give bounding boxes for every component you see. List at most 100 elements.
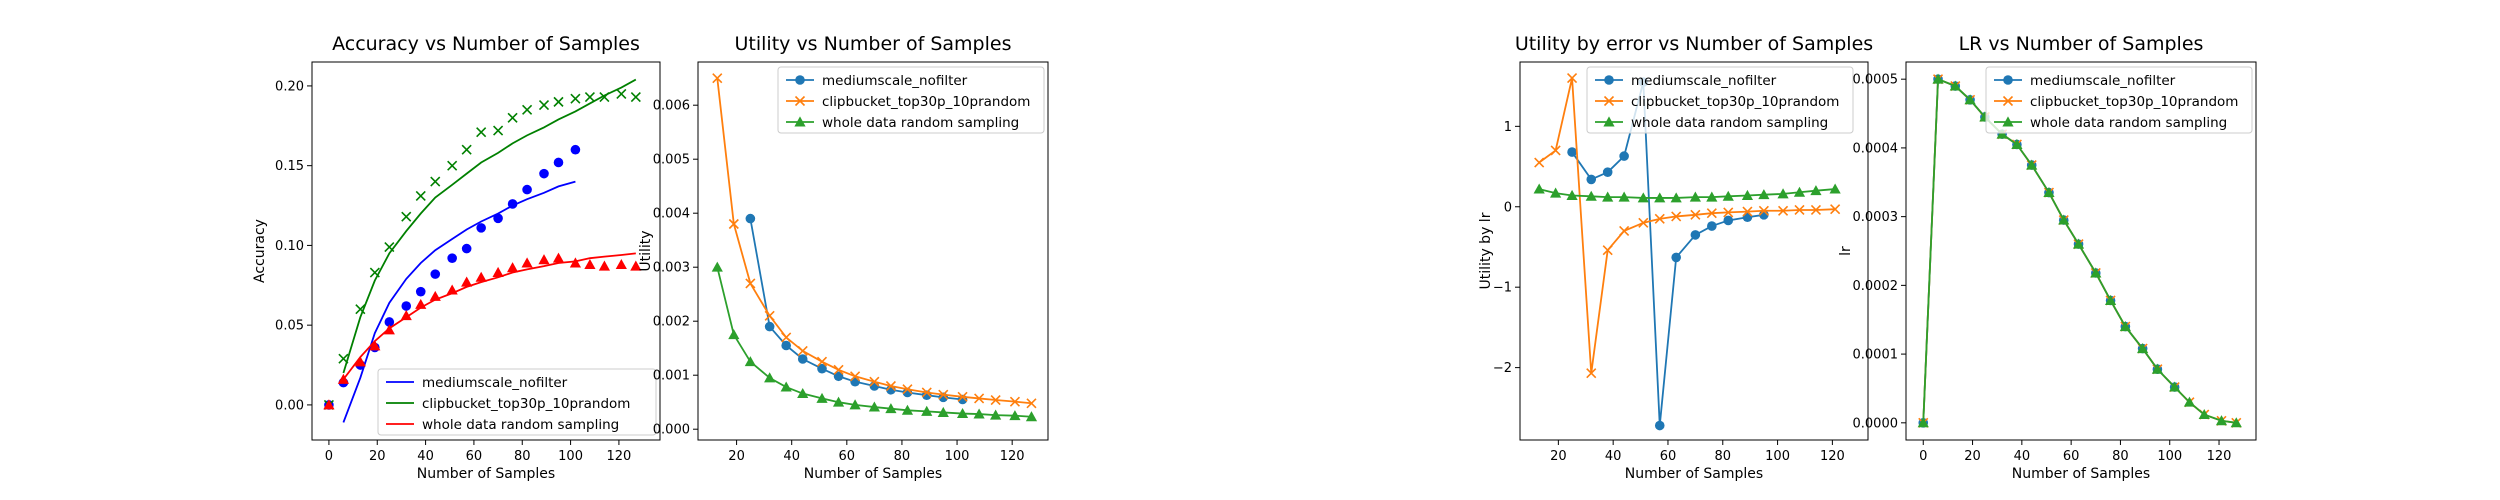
data-point — [1550, 187, 1562, 198]
data-point — [764, 372, 776, 383]
data-point — [447, 160, 458, 171]
data-point — [921, 405, 933, 416]
data-point — [937, 406, 949, 417]
data-point — [630, 260, 642, 271]
axes-frame — [1905, 61, 2257, 441]
legend-marker — [1604, 75, 1614, 85]
legend-label: clipbucket_top30p_10prandom — [1631, 94, 1839, 110]
legend-item: clipbucket_top30p_10prandom — [786, 94, 1030, 110]
data-point — [2104, 294, 2117, 305]
data-point — [1917, 417, 1929, 428]
data-point — [506, 262, 519, 273]
data-point — [833, 364, 844, 375]
data-point — [447, 253, 457, 263]
x-tick-label: 20 — [728, 449, 745, 464]
x-tick-label: 120 — [2207, 449, 2232, 464]
data-point — [711, 261, 723, 272]
data-point — [616, 88, 627, 99]
data-point — [430, 269, 441, 279]
data-point — [797, 345, 808, 356]
legend-label: clipbucket_top30p_10prandom — [822, 94, 1030, 110]
data-point — [570, 93, 581, 104]
data-point — [885, 403, 897, 414]
y-tick-label: 0.003 — [653, 261, 690, 276]
legend-item: whole data random sampling — [786, 115, 1019, 131]
legend: mediumscale_nofilter clipbucket_top30p_10… — [777, 66, 1045, 134]
data-point — [1025, 411, 1038, 422]
y-tick-label: 0.05 — [275, 319, 304, 334]
data-point — [744, 356, 756, 367]
data-point — [2230, 417, 2242, 428]
x-tick-label: 40 — [2014, 449, 2031, 464]
data-point — [475, 271, 487, 282]
data-point — [461, 243, 472, 254]
data-point — [383, 324, 395, 335]
data-point — [1586, 174, 1597, 185]
data-point — [401, 301, 412, 311]
data-point — [430, 176, 441, 187]
data-point — [990, 409, 1002, 420]
series-whole data random sampling — [1917, 73, 2242, 428]
data-point — [1026, 398, 1037, 409]
x-axis-label: Number of Samples — [804, 466, 942, 482]
x-tick-label: 100 — [558, 449, 583, 464]
legend-label: mediumscale_nofilter — [422, 375, 568, 391]
x-tick-label: 0 — [1919, 449, 1927, 464]
data-point — [1671, 252, 1681, 263]
x-tick-label: 60 — [839, 449, 856, 464]
data-point — [2151, 363, 2164, 374]
data-point — [1829, 183, 1841, 194]
series-clipbucket_top30p_10prandom — [1534, 73, 1841, 379]
data-point — [869, 376, 880, 387]
data-point — [1777, 205, 1789, 216]
data-point — [521, 257, 533, 268]
y-axis-label: Utility — [638, 230, 654, 271]
data-point — [728, 218, 739, 230]
legend-item: mediumscale_nofilter — [1595, 73, 1777, 89]
y-tick-label: −2 — [1493, 361, 1512, 376]
x-tick-label: 60 — [2063, 449, 2080, 464]
data-point — [1670, 192, 1682, 203]
data-point — [902, 384, 913, 395]
y-tick-label: 0.00 — [275, 398, 304, 413]
data-point — [337, 373, 350, 384]
data-point — [1949, 80, 1961, 91]
data-point — [1586, 368, 1597, 379]
data-point — [369, 267, 380, 278]
legend-item: mediumscale_nofilter — [386, 375, 568, 391]
data-point — [1810, 185, 1822, 196]
series-line — [1571, 81, 1765, 426]
data-point — [990, 394, 1001, 406]
data-point — [745, 278, 756, 289]
legend: mediumscale_nofilter clipbucket_top30p_10… — [1586, 66, 1854, 134]
data-point — [2058, 214, 2070, 225]
legend-item: whole data random sampling — [386, 417, 619, 433]
data-point — [553, 96, 564, 107]
chart-panel-2: Utility vs Number of Samples 20 40 60 80 100 1… — [638, 33, 1049, 482]
x-tick-label: 20 — [1964, 449, 1981, 464]
data-point — [1964, 94, 1976, 105]
data-point — [355, 304, 366, 315]
x-tick-label: 40 — [417, 449, 434, 464]
data-point — [850, 371, 861, 382]
data-point — [1723, 207, 1734, 218]
data-point — [1618, 191, 1630, 202]
data-point — [1654, 192, 1666, 203]
y-tick-label: 0.0003 — [1853, 210, 1899, 225]
data-point — [384, 241, 395, 253]
data-point — [797, 387, 809, 399]
data-point — [369, 340, 381, 351]
data-point — [2026, 159, 2038, 170]
data-point — [764, 310, 775, 321]
y-tick-label: 0 — [1504, 200, 1512, 215]
data-point — [833, 371, 844, 382]
data-point — [522, 184, 532, 195]
y-axis-label: Utility by lr — [1478, 212, 1494, 289]
data-point — [974, 393, 985, 404]
y-tick-label: −1 — [1493, 281, 1512, 296]
legend-item: whole data random sampling — [1994, 115, 2227, 131]
data-point — [1602, 167, 1613, 177]
data-point — [354, 356, 366, 367]
fit-line — [342, 252, 636, 380]
data-point — [868, 401, 880, 412]
